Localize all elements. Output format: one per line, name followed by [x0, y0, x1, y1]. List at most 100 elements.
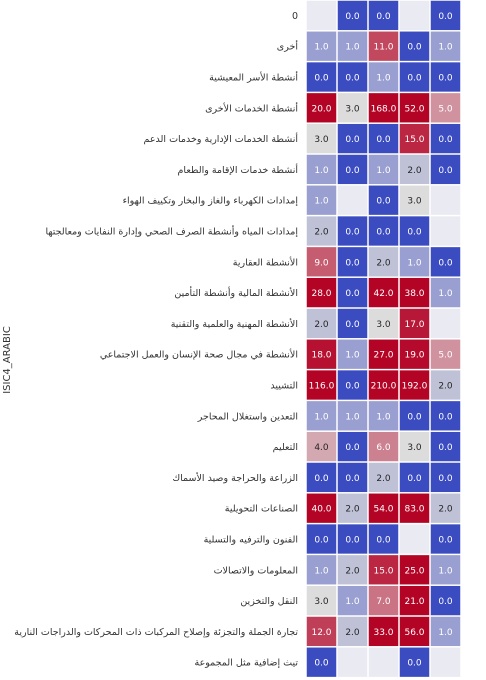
- heatmap-cell: [430, 401, 461, 431]
- heatmap-cell: [306, 370, 337, 400]
- row-label: التشييد: [270, 381, 298, 392]
- heatmap-cell: [337, 216, 368, 246]
- heatmap-cell: [306, 93, 337, 123]
- heatmap-cell: [306, 277, 337, 308]
- cell-value-label: 0.0: [345, 536, 360, 546]
- cell-value-label: 1.0: [407, 258, 422, 268]
- heatmap-cell: [430, 185, 461, 215]
- cell-value-label: 0.0: [407, 659, 422, 669]
- heatmap-cell: [430, 585, 461, 616]
- heatmap-cell: [306, 616, 337, 647]
- heatmap-cell: [399, 431, 430, 462]
- row-label: التعدين واستغلال المحاجر: [197, 411, 298, 422]
- row-label: الأنشطة العقارية: [233, 256, 298, 268]
- row-label: الأنشطة في مجال صحة الإنسان والعمل الاجت…: [100, 349, 298, 361]
- cell-value-label: 0.0: [376, 536, 391, 546]
- heatmap-cell: [399, 308, 430, 339]
- cell-value-label: 1.0: [376, 74, 391, 84]
- cell-value-label: 5.0: [438, 104, 453, 114]
- cell-value-label: 19.0: [404, 351, 424, 361]
- heatmap-cell: [368, 616, 399, 647]
- heatmap-cell: [306, 216, 337, 246]
- cell-value-label: 3.0: [314, 135, 329, 145]
- heatmap-cell: [399, 401, 430, 431]
- cell-value-label: 1.0: [345, 412, 360, 422]
- cell-value-label: 0.0: [376, 135, 391, 145]
- cell-value-label: 15.0: [404, 135, 424, 145]
- heatmap-cell: [399, 339, 430, 369]
- cell-value-label: 3.0: [345, 104, 360, 114]
- cell-value-label: 5.0: [438, 351, 453, 361]
- cell-value-label: 0.0: [407, 228, 422, 238]
- cell-value-label: 54.0: [373, 505, 393, 515]
- heatmap-cell: [430, 123, 461, 154]
- heatmap-cell: [399, 93, 430, 123]
- cell-value-label: 27.0: [373, 351, 393, 361]
- cell-value-label: 1.0: [314, 166, 329, 176]
- heatmap-cell: [399, 31, 430, 61]
- heatmap-cell: [368, 493, 399, 523]
- heatmap-cell: [430, 616, 461, 647]
- heatmap-cell: [306, 339, 337, 369]
- heatmap-cell: [368, 308, 399, 339]
- heatmap-cell: [368, 370, 399, 400]
- heatmap-cell: [430, 647, 461, 677]
- heatmap-cell: [368, 247, 399, 277]
- heatmap-cells: 0.0 0.0 0.0 1.0 1.0 11.0 0.0 1.0 0.0 0.0 1.0 0.0 0.0…: [306, 0, 461, 677]
- heatmap-cell: [337, 462, 368, 493]
- heatmap-cell: [337, 585, 368, 616]
- heatmap-cell: [399, 216, 430, 246]
- cell-value-label: 0.0: [438, 135, 453, 145]
- row-label: الزراعة والحراجة وصيد الأسماك: [172, 472, 298, 484]
- cell-value-label: 1.0: [314, 197, 329, 207]
- heatmap-cell: [368, 31, 399, 61]
- heatmap-cell: [337, 647, 368, 677]
- cell-value-label: 1.0: [314, 412, 329, 422]
- cell-value-label: 21.0: [404, 597, 424, 607]
- cell-value-label: 3.0: [376, 320, 391, 330]
- heatmap-cell: [430, 308, 461, 339]
- cell-value-label: 2.0: [314, 228, 329, 238]
- cell-value-label: 42.0: [373, 289, 393, 299]
- heatmap-cell: [430, 339, 461, 369]
- heatmap-cell: [306, 647, 337, 677]
- heatmap-cell: [399, 462, 430, 493]
- cell-value-label: 0.0: [314, 74, 329, 84]
- cell-value-label: 2.0: [438, 505, 453, 515]
- heatmap-cell: [337, 277, 368, 308]
- cell-value-label: 0.0: [438, 12, 453, 22]
- heatmap-cell: [306, 555, 337, 585]
- heatmap-cell: [430, 247, 461, 277]
- heatmap-cell: [430, 62, 461, 92]
- cell-value-label: 0.0: [314, 536, 329, 546]
- cell-value-label: 0.0: [345, 474, 360, 484]
- heatmap-cell: [399, 0, 430, 31]
- heatmap-cell: [368, 62, 399, 92]
- cell-value-label: 20.0: [311, 104, 331, 114]
- cell-value-label: 3.0: [407, 443, 422, 453]
- cell-value-label: 1.0: [376, 412, 391, 422]
- heatmap-cell: [368, 93, 399, 123]
- cell-value-label: 2.0: [376, 258, 391, 268]
- cell-value-label: 9.0: [314, 258, 329, 268]
- heatmap-cell: [430, 154, 461, 185]
- cell-value-label: 1.0: [438, 628, 453, 638]
- heatmap-cell: [337, 370, 368, 400]
- cell-value-label: 83.0: [404, 505, 424, 515]
- heatmap-cell: [368, 277, 399, 308]
- y-axis-label: ISIC4_ARABIC: [2, 326, 13, 394]
- cell-value-label: 2.0: [345, 628, 360, 638]
- cell-value-label: 0.0: [438, 74, 453, 84]
- cell-value-label: 0.0: [407, 474, 422, 484]
- row-label: النقل والتخزين: [240, 596, 298, 607]
- cell-value-label: 0.0: [438, 536, 453, 546]
- cell-value-label: 0.0: [376, 228, 391, 238]
- row-label: إمدادات المياه وأنشطة الصرف الصحي وإدارة…: [45, 225, 298, 238]
- cell-value-label: 1.0: [345, 43, 360, 53]
- cell-value-label: 0.0: [345, 166, 360, 176]
- row-label: الأنشطة المهنية والعلمية والتقنية: [171, 318, 298, 330]
- cell-value-label: 192.0: [402, 382, 428, 392]
- heatmap-cell: [337, 247, 368, 277]
- cell-value-label: 0.0: [438, 412, 453, 422]
